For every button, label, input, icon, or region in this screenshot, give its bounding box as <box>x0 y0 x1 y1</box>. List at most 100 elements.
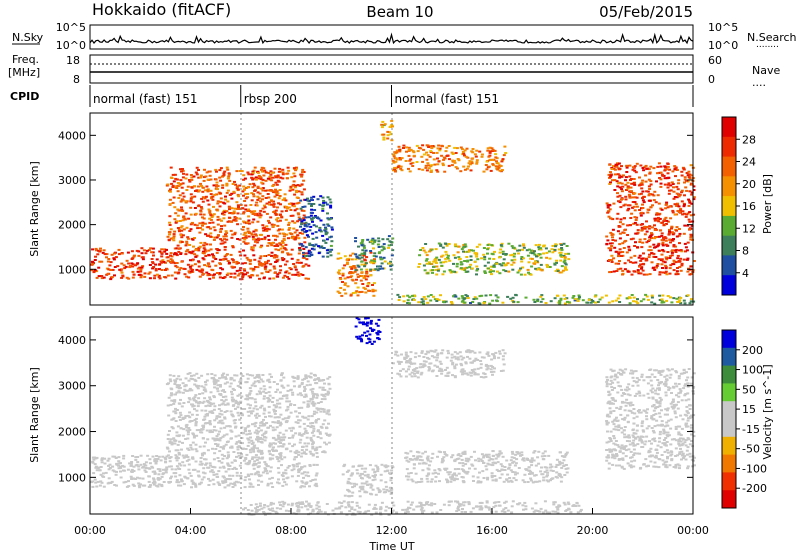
data-cell <box>250 210 254 213</box>
data-cell <box>224 470 228 473</box>
data-cell <box>304 393 308 396</box>
data-cell <box>281 245 285 248</box>
data-cell <box>284 199 288 202</box>
data-cell <box>178 440 182 443</box>
data-cell <box>391 125 394 128</box>
data-cell <box>273 412 277 415</box>
data-cell <box>362 246 366 249</box>
data-cell <box>255 201 259 204</box>
data-cell <box>167 231 171 234</box>
data-cell <box>193 207 197 209</box>
data-cell <box>341 274 345 277</box>
data-cell <box>311 232 315 235</box>
data-cell <box>403 358 407 360</box>
data-cell <box>358 291 362 293</box>
data-cell <box>175 409 179 411</box>
data-cell <box>533 250 536 253</box>
data-cell <box>656 218 660 221</box>
data-cell <box>289 388 293 391</box>
data-cell <box>637 256 641 259</box>
data-cell <box>656 194 660 197</box>
data-cell <box>311 447 315 450</box>
data-cell <box>218 377 222 380</box>
data-cell <box>209 429 212 432</box>
data-cell <box>211 412 215 414</box>
data-cell <box>294 273 298 276</box>
data-cell <box>181 182 185 185</box>
data-cell <box>215 272 219 274</box>
data-cell <box>422 356 426 358</box>
data-cell <box>94 247 98 250</box>
data-cell <box>289 253 293 256</box>
data-cell <box>500 169 504 171</box>
data-cell <box>574 298 578 301</box>
data-cell <box>257 197 261 200</box>
data-cell <box>286 384 290 387</box>
data-cell <box>188 416 192 419</box>
data-cell <box>211 195 215 198</box>
data-cell <box>484 164 488 166</box>
data-cell <box>260 457 264 460</box>
data-cell <box>359 268 363 271</box>
data-cell <box>200 184 203 187</box>
data-cell <box>649 206 653 209</box>
data-cell <box>249 451 253 454</box>
data-cell <box>168 378 172 381</box>
data-cell <box>564 267 567 270</box>
data-cell <box>301 265 305 268</box>
colorbar-tick-label: 8 <box>742 245 749 258</box>
data-cell <box>263 255 267 257</box>
data-cell <box>429 299 433 302</box>
data-cell <box>257 461 261 464</box>
data-cell <box>380 463 384 466</box>
data-cell <box>209 235 213 238</box>
data-cell <box>470 267 474 270</box>
data-cell <box>300 472 304 475</box>
data-cell <box>135 263 139 266</box>
data-cell <box>354 240 357 243</box>
data-cell <box>559 298 563 301</box>
data-cell <box>419 363 423 366</box>
data-cell <box>227 173 231 176</box>
data-cell <box>260 480 264 483</box>
data-cell <box>243 408 247 410</box>
data-cell <box>223 224 227 227</box>
data-cell <box>182 456 186 459</box>
data-cell <box>611 239 615 241</box>
data-cell <box>191 457 195 460</box>
data-cell <box>187 217 191 220</box>
data-cell <box>629 261 633 264</box>
data-cell <box>427 146 431 148</box>
data-cell <box>433 298 437 301</box>
data-cell <box>215 236 219 239</box>
data-cell <box>192 185 196 188</box>
data-cell <box>388 131 392 134</box>
data-cell <box>445 244 449 247</box>
data-cell <box>201 216 204 219</box>
data-cell <box>141 466 145 469</box>
data-cell <box>447 371 451 374</box>
noise-right-tick-bottom: 10^0 <box>708 39 738 52</box>
data-cell <box>226 168 230 171</box>
data-cell <box>648 172 652 175</box>
data-cell <box>616 182 620 185</box>
data-cell <box>176 443 180 446</box>
data-cell <box>666 163 670 165</box>
data-cell <box>346 276 350 279</box>
data-cell <box>296 421 300 424</box>
data-cell <box>624 176 628 179</box>
data-cell <box>160 248 164 251</box>
data-cell <box>321 209 325 212</box>
data-cell <box>614 173 617 176</box>
data-cell <box>449 270 452 273</box>
data-cell <box>201 401 205 404</box>
data-cell <box>646 190 650 193</box>
data-cell <box>473 153 477 156</box>
data-cell <box>188 398 192 401</box>
data-cell <box>457 297 461 300</box>
data-cell <box>352 465 355 468</box>
data-cell <box>166 259 170 262</box>
data-cell <box>92 458 96 461</box>
data-cell <box>230 390 233 393</box>
data-cell <box>416 376 420 379</box>
